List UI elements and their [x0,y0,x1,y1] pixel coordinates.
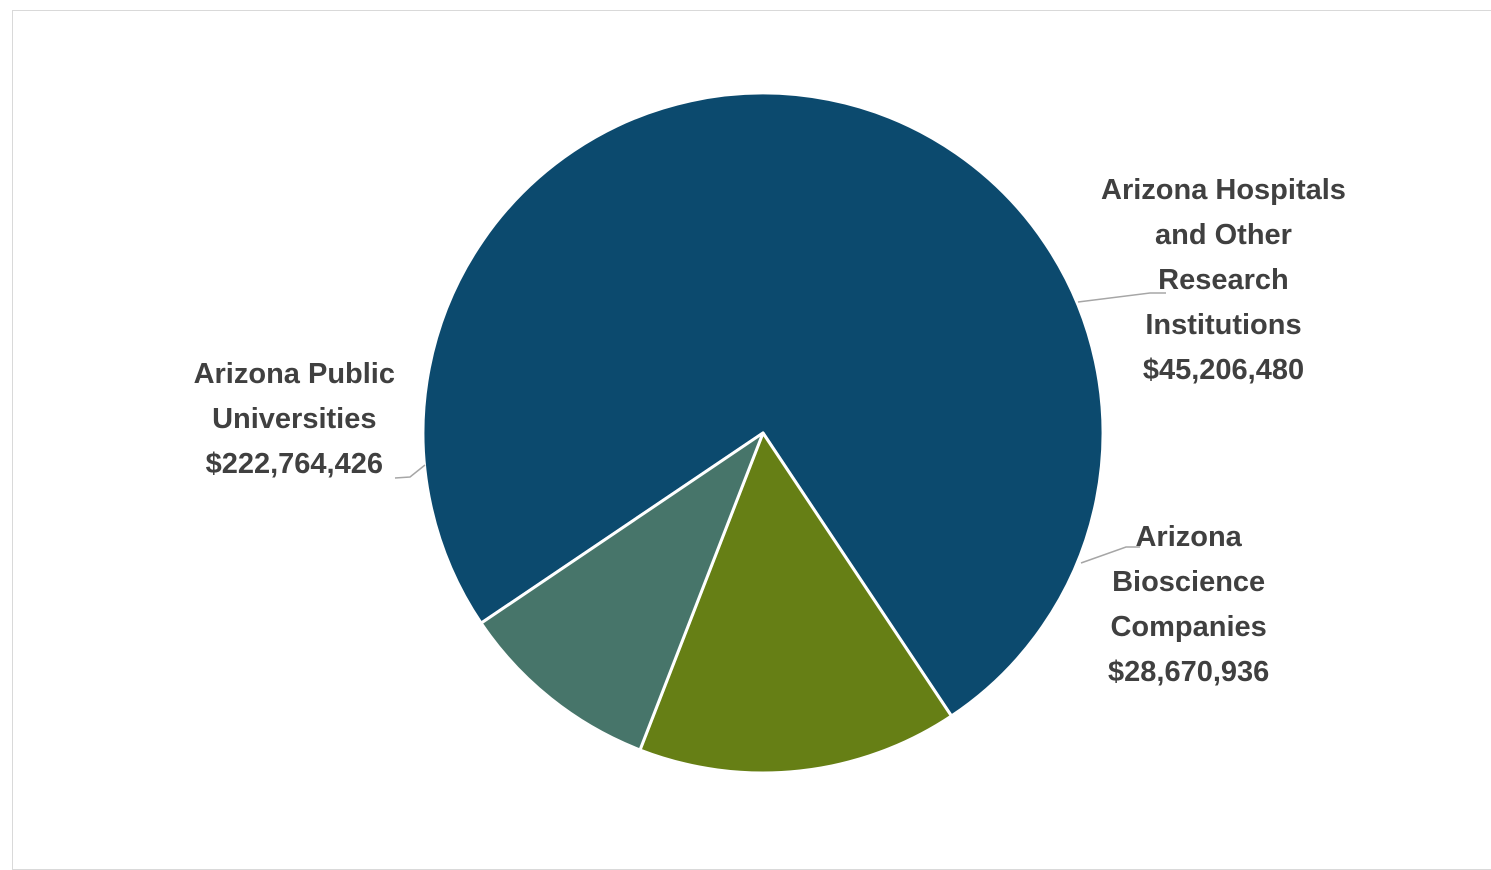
label-hospitals-line-2: and Other [1154,219,1292,251]
data-label-hospitals: Arizona Hospitals and Other Research Ins… [1101,168,1346,393]
leader-line-universities [394,464,426,479]
label-bioscience-line-2: Bioscience [1112,566,1266,598]
label-bioscience-line-1: Arizona [1135,521,1242,553]
data-label-universities: Arizona Public Universities $222,764,426 [194,352,395,487]
pie-slice-bioscience [479,431,765,752]
data-label-bioscience: Arizona Bioscience Companies $28,670,936 [1108,515,1269,695]
pie-slice-hospitals [638,431,953,775]
label-bioscience-value: $28,670,936 [1108,656,1270,688]
pie-chart [394,91,1166,775]
leader-line-bioscience [1080,546,1140,564]
label-hospitals-line-4: Institutions [1145,309,1302,341]
label-hospitals-line-3: Research [1158,264,1289,296]
label-hospitals-line-1: Arizona Hospitals [1101,174,1346,206]
label-hospitals-value: $45,206,480 [1142,354,1305,386]
leader-line-hospitals [1077,292,1166,303]
label-universities-line-1: Arizona Public [193,358,395,390]
label-universities-value: $222,764,426 [205,448,383,480]
label-bioscience-line-3: Companies [1110,611,1267,643]
pie-slice-universities [421,91,1105,718]
label-universities-line-2: Universities [212,403,377,435]
